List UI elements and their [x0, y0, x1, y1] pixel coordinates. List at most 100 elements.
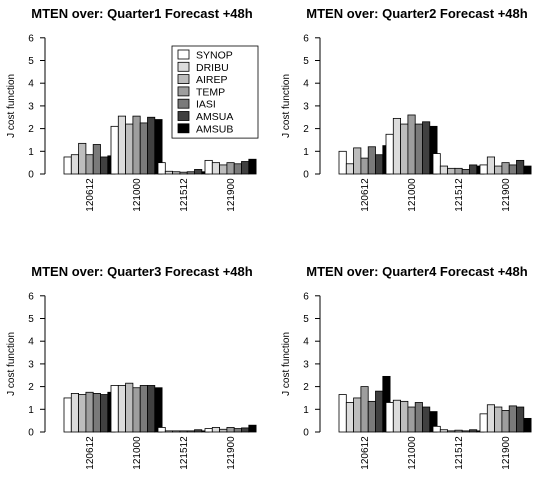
y-tick-label: 5 [28, 314, 34, 325]
bar-amsua-121512 [469, 429, 478, 433]
y-tick-label: 2 [303, 382, 309, 393]
x-category-label: 121512 [454, 178, 465, 212]
bar-iasi-121512 [461, 430, 470, 433]
y-tick-label: 3 [28, 359, 34, 370]
x-category-label: 120612 [85, 436, 96, 470]
bar-amsua-121000 [147, 116, 156, 175]
x-category-label: 121512 [179, 178, 190, 212]
bar-airep-120612 [78, 394, 87, 433]
x-category-label: 121512 [179, 436, 190, 470]
bar-iasi-121900 [233, 163, 242, 175]
chart-panel-3: MTEN over: Quarter3 Forecast +48h J cost … [6, 264, 257, 470]
bar-temp-121512 [454, 167, 463, 175]
y-tick-label: 2 [28, 124, 34, 135]
bar-amsua-120612 [375, 390, 384, 433]
y-tick-label: 1 [303, 405, 309, 416]
y-tick-label: 1 [303, 147, 309, 158]
y-tick-label: 0 [28, 170, 34, 181]
bar-iasi-121000 [414, 123, 423, 175]
legend-label-iasi: IASI [196, 99, 216, 111]
legend-swatch-amsub [177, 123, 190, 134]
bar-synop-120612 [338, 150, 347, 175]
bar-amsub-121900 [523, 417, 532, 433]
y-axis-label: J cost function [281, 332, 292, 396]
y-tick-label: 6 [303, 291, 309, 302]
bar-synop-120612 [63, 156, 72, 175]
y-tick-label: 5 [28, 56, 34, 67]
x-category-label: 120612 [360, 436, 371, 470]
y-tick-label: 6 [28, 291, 34, 302]
x-category-label: 120612 [360, 178, 371, 212]
x-category-label: 121000 [132, 178, 143, 212]
bar-iasi-121900 [233, 428, 242, 433]
bar-airep-120612 [353, 397, 362, 433]
x-category-label: 120612 [85, 178, 96, 212]
bar-amsua-121000 [422, 121, 431, 175]
bar-iasi-121000 [139, 385, 148, 433]
bar-dribu-120612 [345, 163, 354, 175]
y-tick-label: 0 [303, 428, 309, 439]
y-axis-label: J cost function [281, 74, 292, 138]
bar-amsua-120612 [100, 156, 109, 175]
legend-swatch-airep [177, 74, 190, 84]
bar-airep-121900 [219, 164, 228, 175]
bar-airep-121900 [494, 165, 503, 175]
bar-temp-120612 [360, 386, 369, 433]
bar-temp-121000 [407, 114, 416, 175]
bar-amsub-121900 [248, 424, 257, 433]
bar-amsua-121900 [516, 159, 525, 175]
x-category-label: 121900 [501, 436, 512, 470]
bar-temp-121000 [132, 115, 141, 175]
bar-airep-121512 [172, 430, 181, 433]
bar-temp-121512 [179, 430, 188, 433]
y-tick-label: 5 [303, 314, 309, 325]
bar-airep-120612 [353, 147, 362, 175]
legend-label-amsua: AMSUA [196, 111, 233, 123]
bar-synop-120612 [338, 394, 347, 433]
bar-synop-121512 [157, 427, 166, 433]
bar-airep-121512 [447, 167, 456, 175]
bar-dribu-121512 [164, 170, 174, 175]
bar-dribu-121512 [439, 429, 448, 433]
chart-title: MTEN over: Quarter4 Forecast +48h [306, 264, 527, 279]
bar-dribu-121000 [117, 115, 127, 175]
bar-synop-121900 [479, 164, 488, 175]
bar-airep-121000 [400, 400, 409, 433]
bar-synop-121512 [432, 153, 441, 175]
chart-panel-2: MTEN over: Quarter2 Forecast +48h J cost … [281, 6, 532, 212]
bar-iasi-120612 [92, 144, 101, 175]
y-tick-label: 4 [28, 337, 34, 348]
bar-dribu-121512 [439, 165, 448, 175]
y-tick-label: 6 [28, 33, 34, 44]
bar-dribu-121512 [164, 430, 174, 433]
y-tick-label: 6 [303, 33, 309, 44]
bar-temp-121000 [132, 387, 141, 433]
y-tick-label: 4 [303, 337, 309, 348]
bar-airep-121512 [447, 430, 456, 433]
bar-amsua-121000 [147, 385, 156, 433]
bar-amsua-121512 [194, 429, 203, 433]
bar-iasi-120612 [92, 393, 101, 433]
legend-label-dribu: DRIBU [196, 62, 229, 74]
legend-label-temp: TEMP [196, 86, 225, 98]
bar-dribu-121900 [211, 427, 221, 433]
x-category-label: 121512 [454, 436, 465, 470]
bar-airep-121000 [400, 123, 409, 175]
bar-temp-121900 [501, 162, 510, 175]
y-tick-label: 1 [28, 147, 34, 158]
bar-temp-120612 [360, 157, 369, 175]
bar-amsub-121000 [154, 387, 163, 433]
bar-dribu-120612 [345, 402, 354, 433]
bar-amsua-120612 [100, 394, 109, 433]
legend-swatch-temp [177, 86, 190, 97]
legend-swatch-amsua [177, 111, 190, 121]
y-tick-label: 3 [303, 359, 309, 370]
bar-synop-121900 [204, 159, 213, 175]
bar-amsua-121512 [469, 164, 478, 175]
bar-airep-121000 [125, 382, 134, 433]
bar-amsua-121900 [516, 406, 525, 433]
bar-synop-121900 [479, 413, 488, 433]
legend-swatch-synop [177, 49, 190, 60]
legend-label-synop: SYNOP [196, 50, 233, 62]
bar-iasi-121900 [508, 164, 517, 175]
